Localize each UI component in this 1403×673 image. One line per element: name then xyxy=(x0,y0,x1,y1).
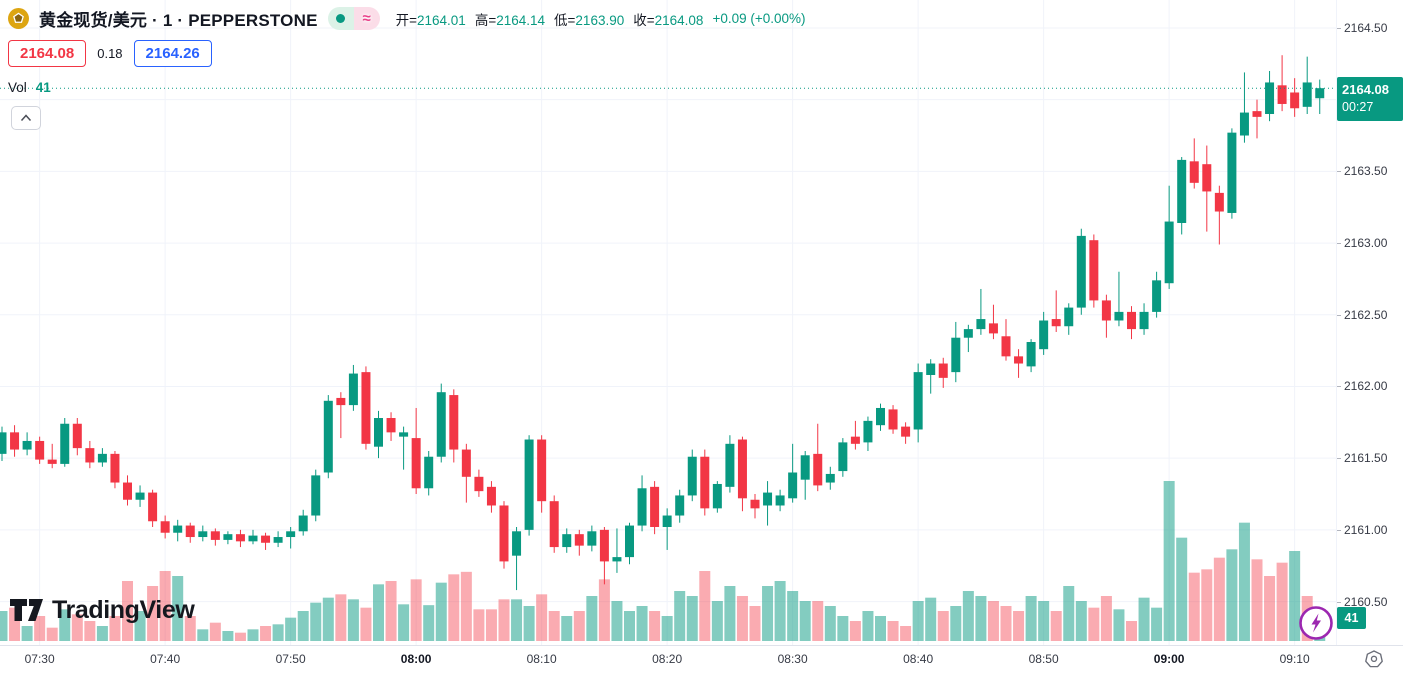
ohlc-low: 低=2163.90 xyxy=(554,12,625,28)
ohlc-readout: 开=2164.01 高=2164.14 低=2163.90 收=2164.08 … xyxy=(396,9,806,29)
symbol-title[interactable]: 黄金现货/美元 · 1 · PEPPERSTONE xyxy=(39,11,318,30)
price-axis-label: 2160.50 xyxy=(1336,594,1388,609)
bar-countdown: 00:27 xyxy=(1342,100,1374,114)
time-axis-label: 08:00 xyxy=(400,652,432,666)
buy-ask-button[interactable]: 2164.26 xyxy=(133,40,212,67)
gold-symbol-icon xyxy=(8,8,29,29)
time-axis-label: 07:50 xyxy=(275,652,306,666)
volume-label: Vol xyxy=(8,80,27,95)
price-axis-label: 2162.00 xyxy=(1336,379,1388,394)
candlestick-chart-canvas[interactable] xyxy=(0,0,1336,645)
spread-value: 0.18 xyxy=(97,46,123,61)
symbol-legend: 黄金现货/美元 · 1 · PEPPERSTONE ≈ 开=2164.01 高=… xyxy=(8,6,806,31)
instant-trading-button[interactable] xyxy=(1297,604,1335,642)
ohlc-high: 高=2164.14 xyxy=(474,12,546,28)
bid-ask-row: 2164.08 0.18 2164.26 xyxy=(8,40,212,67)
collapse-legend-button[interactable] xyxy=(11,106,41,130)
price-axis-label: 2162.50 xyxy=(1336,307,1388,322)
price-axis-label: 2163.50 xyxy=(1336,164,1388,179)
chevron-up-icon xyxy=(20,114,32,122)
ohlc-close: 收=2164.08 xyxy=(633,12,704,28)
synthetic-data-icon: ≈ xyxy=(353,7,380,30)
time-axis-label: 09:00 xyxy=(1153,652,1185,666)
volume-indicator-legend: Vol 41 xyxy=(8,80,51,95)
time-axis-label: 09:10 xyxy=(1279,652,1310,666)
tradingview-logo[interactable]: TradingView xyxy=(8,595,195,625)
price-axis-label: 2161.00 xyxy=(1336,522,1388,537)
market-open-icon xyxy=(327,7,354,30)
price-axis-label: 2164.50 xyxy=(1336,20,1388,35)
chart-settings-icon[interactable] xyxy=(1360,647,1388,671)
current-price-value: 2164.08 xyxy=(1342,82,1389,97)
market-status-pill[interactable]: ≈ xyxy=(327,7,380,30)
volume-axis-badge: 41 xyxy=(1337,607,1366,629)
time-axis-label: 08:30 xyxy=(777,652,808,666)
price-axis-label: 2163.00 xyxy=(1336,236,1388,251)
sell-bid-button[interactable]: 2164.08 xyxy=(8,40,87,67)
tradingview-logo-text: TradingView xyxy=(52,595,195,624)
tradingview-mark-icon xyxy=(10,599,43,621)
ohlc-open: 开=2164.01 xyxy=(395,12,466,28)
time-axis-label: 07:30 xyxy=(24,652,55,666)
price-axis-label: 2161.50 xyxy=(1336,451,1388,466)
time-axis-label: 07:40 xyxy=(150,652,181,666)
time-axis[interactable]: 07:30 07:40 07:50 08:00 08:10 08:20 08:30 08:40… xyxy=(0,645,1403,673)
price-change: +0.09 (+0.00%) xyxy=(712,11,806,26)
volume-value: 41 xyxy=(35,80,51,95)
time-axis-label: 08:50 xyxy=(1028,652,1059,666)
lightning-icon xyxy=(1311,613,1321,633)
time-axis-label: 08:20 xyxy=(652,652,683,666)
time-axis-label: 08:10 xyxy=(526,652,557,666)
current-price-badge: 2164.08 00:27 xyxy=(1337,77,1403,121)
time-axis-label: 08:40 xyxy=(903,652,934,666)
